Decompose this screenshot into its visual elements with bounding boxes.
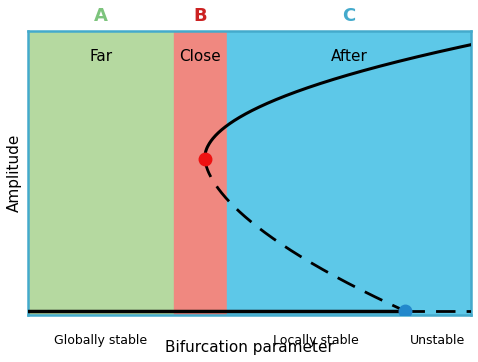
X-axis label: Bifurcation parameter: Bifurcation parameter [165,340,334,355]
Y-axis label: Amplitude: Amplitude [7,134,22,212]
Bar [227,30,471,315]
Text: Close: Close [180,49,221,64]
Text: C: C [342,7,356,25]
Text: Globally stable: Globally stable [54,334,147,347]
Text: Locally stable: Locally stable [273,334,358,347]
Text: After: After [331,49,368,64]
Bar [28,30,174,315]
Text: Far: Far [89,49,112,64]
Text: B: B [194,7,207,25]
Text: Unstable: Unstable [410,334,466,347]
Bar [174,30,227,315]
Text: A: A [94,7,108,25]
